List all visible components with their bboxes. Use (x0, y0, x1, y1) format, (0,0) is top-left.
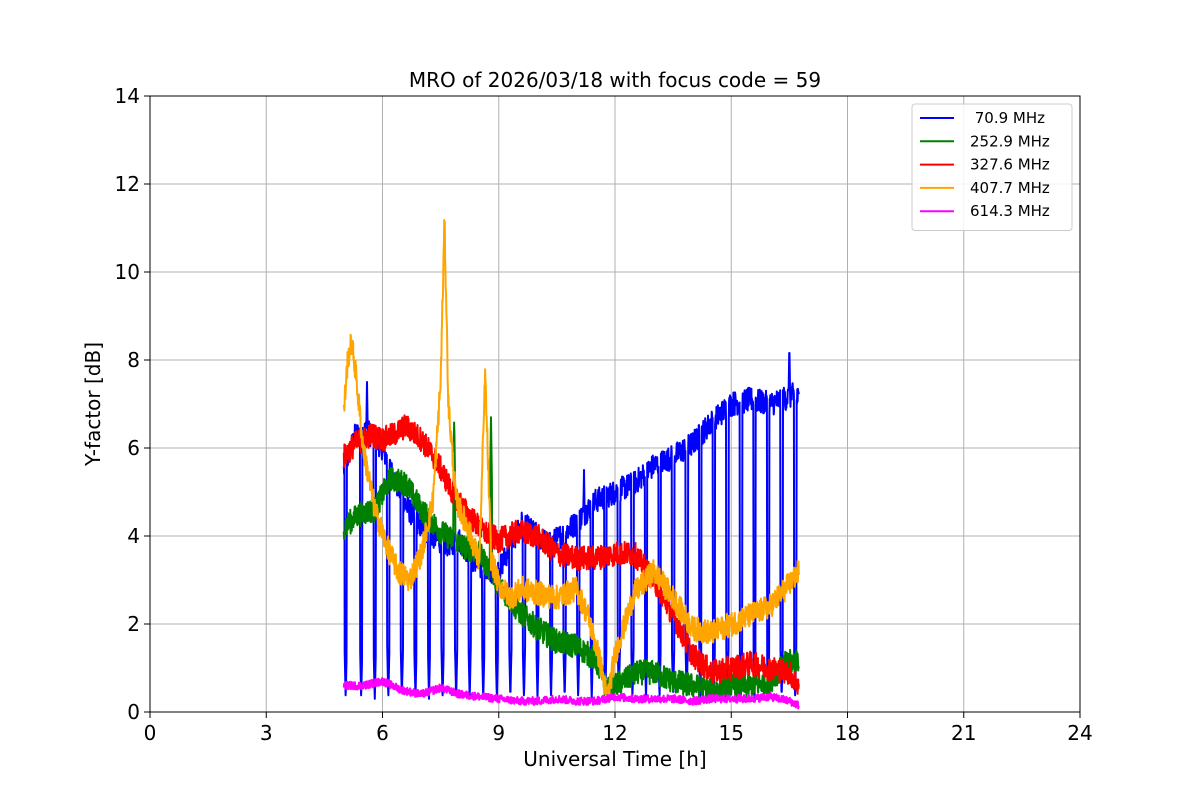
y-axis-label: Y-factor [dB] (81, 342, 105, 467)
legend-label: 252.9 MHz (970, 132, 1050, 150)
legend-label: 614.3 MHz (970, 202, 1050, 220)
y-tick-label: 4 (127, 524, 140, 548)
x-tick-label: 15 (719, 721, 744, 745)
legend-label: 407.7 MHz (970, 179, 1050, 197)
x-tick-label: 21 (951, 721, 976, 745)
x-tick-label: 12 (602, 721, 627, 745)
x-tick-label: 24 (1067, 721, 1092, 745)
y-tick-label: 14 (115, 84, 140, 108)
y-tick-label: 8 (127, 348, 140, 372)
legend-label: 327.6 MHz (970, 156, 1050, 174)
y-tick-label: 6 (127, 436, 140, 460)
x-axis-label: Universal Time [h] (523, 747, 706, 771)
plot-area (342, 219, 800, 710)
y-tick-label: 0 (127, 700, 140, 724)
x-tick-label: 9 (492, 721, 505, 745)
series-line (342, 414, 800, 695)
x-tick-label: 0 (144, 721, 157, 745)
x-tick-label: 6 (376, 721, 389, 745)
y-tick-label: 12 (115, 172, 140, 196)
series-line (342, 219, 800, 701)
legend-label: 70.9 MHz (970, 109, 1045, 127)
x-tick-label: 3 (260, 721, 273, 745)
legend-box (911, 103, 1073, 231)
series-line (342, 677, 800, 710)
y-tick-label: 10 (115, 260, 140, 284)
y-tick-label: 2 (127, 612, 140, 636)
series-line (342, 416, 800, 702)
x-tick-label: 18 (835, 721, 860, 745)
chart-title: MRO of 2026/03/18 with focus code = 59 (409, 68, 821, 92)
legend: 70.9 MHz 252.9 MHz 327.6 MHz 407.7 MHz 614.3… (911, 103, 1073, 231)
